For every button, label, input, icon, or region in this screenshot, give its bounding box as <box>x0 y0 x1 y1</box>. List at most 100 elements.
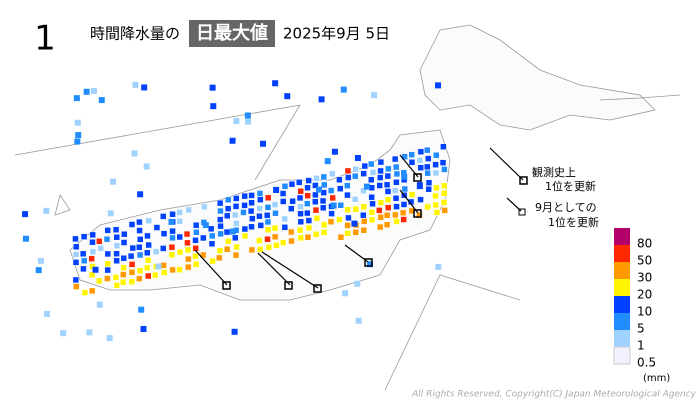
rain-cell <box>136 267 144 275</box>
rain-cell <box>289 197 296 205</box>
rain-cell <box>273 242 280 249</box>
rain-cell <box>176 209 183 216</box>
rain-cell <box>120 254 128 262</box>
rain-cell <box>241 232 249 240</box>
rain-cell <box>352 205 360 213</box>
rain-cell <box>320 229 328 236</box>
rain-cell <box>377 158 385 166</box>
legend-unit: (mm) <box>643 373 670 384</box>
rain-cell <box>128 269 136 276</box>
rain-cell <box>432 192 439 200</box>
rain-cell <box>137 191 144 198</box>
rain-cell <box>344 230 351 237</box>
rain-cell <box>384 196 392 204</box>
rain-cell <box>169 234 176 242</box>
rain-cell <box>433 151 440 159</box>
highlight-box <box>189 20 275 47</box>
legend: 80 50 30 20 10 5 1 0.5 (mm) <box>613 228 670 384</box>
rain-cell <box>344 222 351 229</box>
rain-cell <box>416 183 423 190</box>
rain-cell <box>128 261 136 268</box>
rain-cell <box>192 221 200 229</box>
rain-cell <box>75 132 82 139</box>
legend-swatch <box>613 346 631 365</box>
rain-cell <box>273 186 280 193</box>
rain-cell <box>408 207 416 215</box>
legend-label: 10 <box>637 305 652 319</box>
rain-cell <box>98 97 105 104</box>
rain-cell <box>297 187 304 195</box>
rain-cell <box>271 201 279 208</box>
rain-cell <box>88 255 95 262</box>
rain-cell <box>330 202 337 209</box>
rain-cell <box>113 250 120 257</box>
rain-cell <box>336 216 343 223</box>
rain-cell <box>209 257 216 265</box>
rain-cell <box>265 243 273 251</box>
rain-cell <box>144 272 152 280</box>
rain-cell <box>192 261 200 268</box>
islands <box>54 194 71 216</box>
rain-cell <box>304 200 311 207</box>
rain-cell <box>377 214 384 221</box>
rain-cell <box>369 200 376 208</box>
rain-cell <box>210 103 217 110</box>
rain-cell <box>417 196 424 203</box>
rain-cell <box>217 207 224 215</box>
rain-cell <box>89 238 96 246</box>
rain-cell <box>312 191 319 199</box>
rain-cell <box>417 148 425 155</box>
rain-cell <box>37 257 44 264</box>
rain-cell <box>391 187 399 194</box>
rain-cell <box>104 275 111 282</box>
rain-cell <box>360 170 367 177</box>
rain-cell <box>360 203 368 211</box>
rain-cell <box>132 81 139 88</box>
rain-cell <box>103 235 111 243</box>
rain-cell <box>229 137 236 144</box>
rain-cell <box>72 259 80 266</box>
rain-cell <box>143 264 151 272</box>
rain-cell <box>376 182 383 189</box>
rain-cell <box>183 230 191 238</box>
rain-cell <box>145 241 152 249</box>
rain-cell <box>110 178 117 185</box>
rain-cell <box>351 220 358 227</box>
rain-cell <box>352 165 359 173</box>
rain-cell <box>320 173 328 181</box>
rain-cell <box>216 247 224 254</box>
rain-cell <box>367 176 375 184</box>
rain-cell <box>185 206 192 214</box>
rain-cell <box>264 218 272 226</box>
rain-cell <box>281 183 289 190</box>
rain-cell <box>424 203 431 211</box>
rain-cell <box>152 271 159 279</box>
rain-cell <box>96 277 103 285</box>
rain-cell <box>168 243 176 251</box>
islands <box>599 94 681 101</box>
rain-cell <box>104 260 111 268</box>
rain-cell <box>247 207 255 215</box>
rain-cell <box>417 164 424 171</box>
inset-frame <box>14 104 301 181</box>
rain-cell <box>136 236 144 243</box>
rain-cell <box>408 159 416 166</box>
rain-cell <box>367 160 375 168</box>
legend-swatch <box>614 296 630 313</box>
rain-cell <box>354 280 361 287</box>
legend-label: 0.5 <box>637 356 656 370</box>
rain-cell <box>376 207 383 214</box>
rain-cell <box>73 95 80 102</box>
rain-cell <box>304 234 312 241</box>
rain-cell <box>336 176 343 184</box>
rain-cell <box>297 210 304 217</box>
rain-cell <box>106 335 113 342</box>
legend-marker <box>519 176 528 185</box>
rain-cell <box>344 206 351 213</box>
rain-cell <box>354 154 361 161</box>
rain-cell <box>144 249 151 257</box>
rain-cell <box>136 218 143 226</box>
rain-cell <box>43 207 50 214</box>
rain-cell <box>327 218 335 225</box>
rain-cell <box>284 93 291 100</box>
